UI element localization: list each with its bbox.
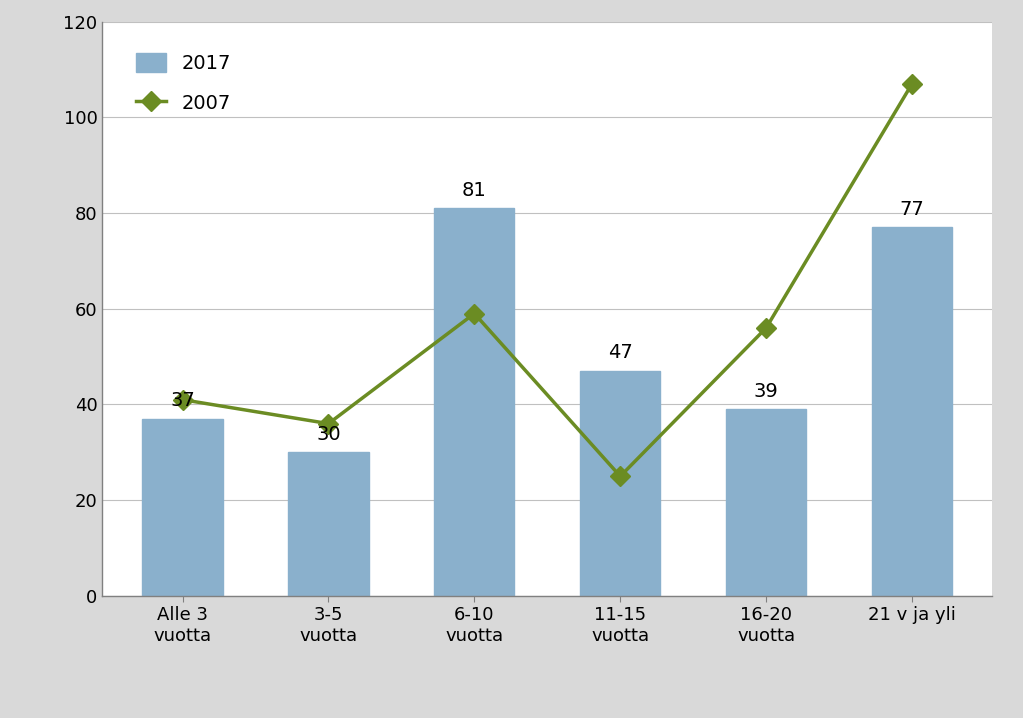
Bar — [726, 409, 806, 596]
Bar — [872, 228, 952, 596]
Text: 37: 37 — [170, 391, 195, 410]
Bar — [434, 208, 515, 596]
Text: 81: 81 — [462, 181, 487, 200]
Legend: 2017, 2007: 2017, 2007 — [121, 37, 247, 129]
Text: 77: 77 — [899, 200, 925, 219]
Text: 47: 47 — [608, 343, 632, 363]
Bar — [288, 452, 368, 596]
Text: 30: 30 — [316, 425, 341, 444]
Bar — [142, 419, 223, 596]
Bar — [580, 371, 661, 596]
Text: 39: 39 — [754, 382, 779, 401]
